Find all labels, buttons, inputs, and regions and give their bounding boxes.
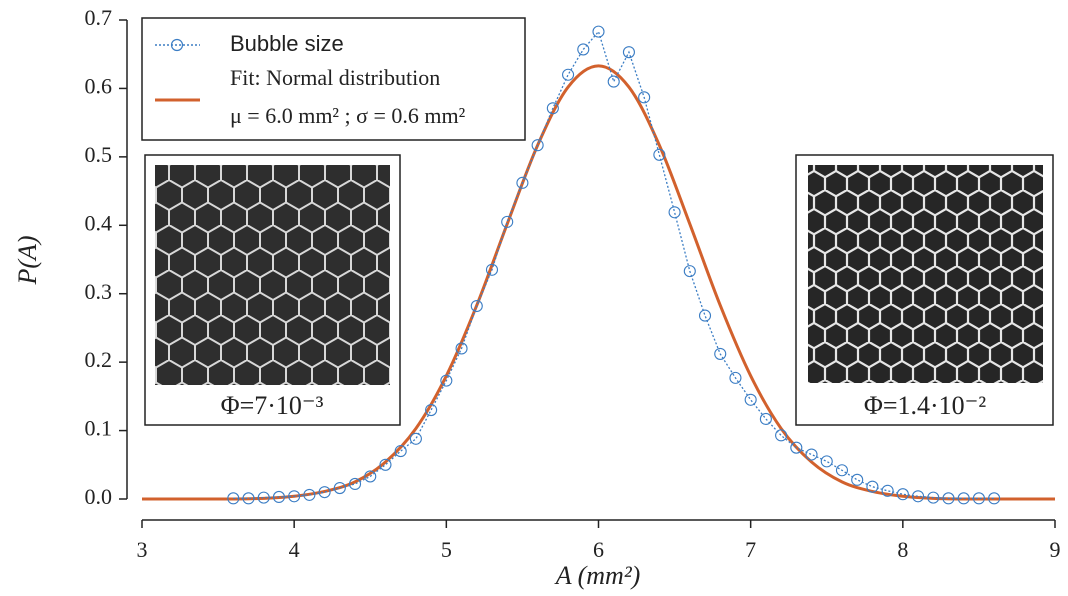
data-point [257, 491, 270, 504]
data-point [562, 68, 575, 81]
data-point [653, 148, 666, 161]
inset-right: Φ=1.4·10⁻² [795, 154, 1054, 426]
x-tick-label: 4 [289, 537, 300, 562]
data-point [242, 492, 255, 505]
data-point [470, 299, 483, 313]
legend-subtitle: μ = 6.0 mm² ; σ = 0.6 mm² [230, 103, 466, 128]
data-point [348, 477, 362, 490]
data-point [485, 263, 499, 276]
data-point [851, 473, 864, 486]
y-tick-label: 0.7 [85, 5, 113, 30]
x-tick-label: 9 [1050, 537, 1061, 562]
data-point [516, 176, 529, 189]
data-point [577, 43, 590, 56]
data-point [972, 492, 985, 505]
y-tick-label: 0.0 [85, 484, 113, 509]
y-tick-label: 0.2 [85, 347, 113, 372]
data-point [607, 75, 620, 88]
data-point [227, 492, 240, 505]
legend: Bubble size Fit: Normal distribution μ =… [141, 17, 526, 141]
data-point [790, 441, 803, 454]
data-point [988, 492, 1001, 505]
inset-caption: Φ=7·10⁻³ [221, 391, 324, 420]
data-point [333, 482, 346, 495]
data-point [455, 342, 468, 355]
data-point [911, 490, 925, 503]
x-tick-label: 6 [593, 537, 604, 562]
data-point [881, 484, 894, 497]
data-point [775, 429, 788, 442]
x-tick-label: 3 [137, 537, 148, 562]
y-tick-label: 0.4 [85, 210, 113, 235]
data-point [425, 403, 438, 417]
data-point [835, 464, 849, 477]
y-tick-label: 0.5 [85, 142, 113, 167]
data-point [957, 492, 970, 505]
data-point [942, 492, 955, 505]
y-tick-label: 0.1 [85, 416, 113, 441]
inset-caption: Φ=1.4·10⁻² [864, 391, 987, 420]
data-point [683, 265, 696, 278]
data-point [394, 445, 407, 458]
data-point [866, 480, 879, 493]
data-point [501, 215, 514, 228]
data-point [592, 25, 605, 38]
data-point [638, 91, 651, 104]
data-point [820, 455, 833, 468]
data-point [744, 393, 757, 406]
data-point [896, 488, 909, 501]
legend-label: Bubble size [230, 31, 344, 56]
data-point [759, 412, 772, 425]
data-point [546, 102, 559, 115]
data-point [303, 488, 316, 501]
data-point [714, 347, 727, 360]
data-point [805, 448, 818, 461]
data-point [668, 206, 681, 219]
data-point [288, 490, 301, 503]
x-axis-label: A (mm²) [554, 561, 641, 590]
data-point [622, 46, 635, 59]
legend-label: Fit: Normal distribution [230, 65, 440, 90]
inset-left: Φ=7·10⁻³ [144, 154, 401, 426]
data-point [698, 309, 712, 322]
data-point [729, 371, 742, 384]
data-point [379, 458, 392, 471]
y-tick-label: 0.6 [85, 73, 113, 98]
x-tick-label: 7 [745, 537, 756, 562]
data-point [318, 486, 331, 499]
y-tick-label: 0.3 [85, 279, 113, 304]
data-point [927, 491, 940, 504]
data-point [364, 470, 377, 483]
data-point [409, 432, 422, 445]
x-tick-label: 8 [897, 537, 908, 562]
data-point [440, 374, 453, 387]
data-point [272, 490, 286, 503]
data-point [531, 139, 544, 152]
x-tick-label: 5 [441, 537, 452, 562]
y-axis-label: P(A) [13, 235, 42, 285]
